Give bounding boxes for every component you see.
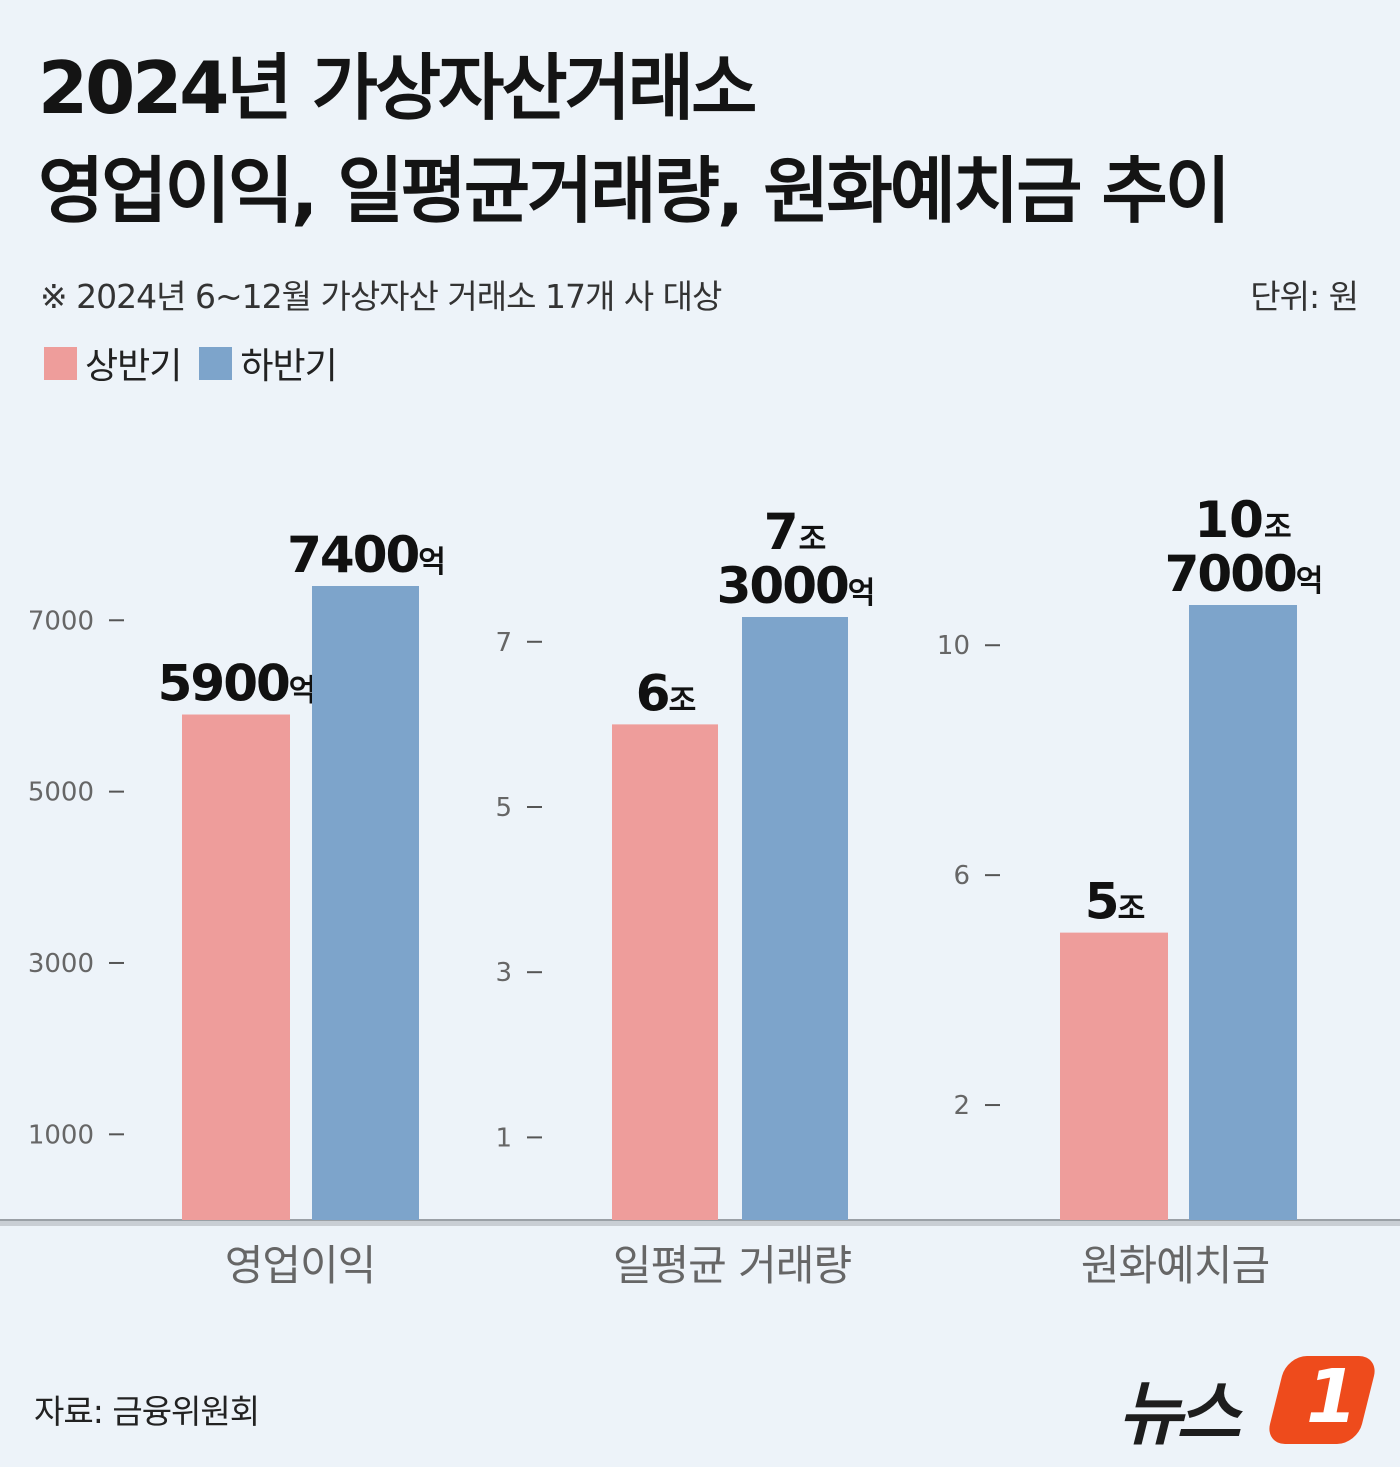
source-note: 자료: 금융위원회 <box>34 1392 260 1431</box>
y-tick-label: 5 <box>495 793 512 823</box>
data-label: 7000억 <box>1165 545 1322 603</box>
data-label-prefix-number: 7 <box>764 503 799 561</box>
data-label-unit: 억 <box>418 545 444 580</box>
title-line-1: 2024년 가상자산거래소 <box>38 46 757 130</box>
bar-second-half <box>742 617 848 1220</box>
legend: 상반기 하반기 <box>44 337 355 389</box>
data-label-unit: 조 <box>669 683 696 718</box>
y-tick-label: 5000 <box>28 778 94 808</box>
logo-text: 뉴스 <box>1118 1373 1241 1455</box>
data-label-unit: 조 <box>1118 892 1145 927</box>
y-tick-label: 6 <box>953 861 970 891</box>
bar-first-half <box>1060 932 1168 1220</box>
y-tick-label: 7 <box>495 628 512 658</box>
data-label: 3000억 <box>717 557 874 615</box>
data-label-prefix: 7조 <box>764 503 826 561</box>
news1-logo: 뉴스 1 <box>1118 1352 1379 1455</box>
logo-mark-number: 1 <box>1306 1354 1358 1440</box>
data-label: 5조 <box>1085 873 1145 931</box>
y-tick-label: 10 <box>937 631 970 661</box>
data-label-prefix-unit: 조 <box>1264 510 1292 545</box>
subtitle-note: ※ 2024년 6~12월 가상자산 거래소 17개 사 대상 <box>40 277 722 316</box>
y-tick-label: 1 <box>495 1123 512 1153</box>
bar-second-half <box>312 586 419 1220</box>
data-label-prefix-unit: 조 <box>799 522 827 557</box>
data-label-unit: 억 <box>1296 564 1322 599</box>
y-tick-label: 1000 <box>28 1120 94 1150</box>
data-label-prefix-number: 10 <box>1194 491 1264 549</box>
legend-label-second-half: 하반기 <box>240 346 337 387</box>
y-tick-label: 3000 <box>28 949 94 979</box>
y-tick-label: 7000 <box>28 606 94 636</box>
data-label-number: 7000 <box>1165 545 1296 603</box>
legend-swatch-second-half <box>199 346 233 380</box>
data-label: 5900억 <box>158 655 315 713</box>
legend-label-first-half: 상반기 <box>85 346 182 387</box>
bar-first-half <box>182 714 290 1220</box>
data-label: 6조 <box>636 664 696 722</box>
baseline-shadow <box>0 1220 1400 1226</box>
y-tick-label: 2 <box>953 1091 970 1121</box>
data-label-prefix: 10조 <box>1194 491 1291 549</box>
data-label: 7400억 <box>287 526 444 584</box>
bar-second-half <box>1189 605 1297 1220</box>
category-label: 영업이익 <box>225 1241 376 1290</box>
data-label-number: 6 <box>636 664 669 722</box>
unit-label: 단위: 원 <box>1250 277 1359 316</box>
bar-first-half <box>612 724 718 1220</box>
category-label: 원화예치금 <box>1081 1241 1269 1290</box>
title-line-2: 영업이익, 일평균거래량, 원화예치금 추이 <box>38 149 1231 233</box>
data-label-number: 7400 <box>287 526 418 584</box>
data-label-number: 5 <box>1085 873 1118 931</box>
legend-swatch-first-half <box>44 346 77 380</box>
data-label-number: 5900 <box>158 655 289 713</box>
data-label-unit: 억 <box>289 674 315 709</box>
data-label-unit: 억 <box>848 576 874 611</box>
category-label: 일평균 거래량 <box>613 1241 852 1290</box>
y-tick-label: 3 <box>495 958 512 988</box>
data-label-number: 3000 <box>717 557 848 615</box>
